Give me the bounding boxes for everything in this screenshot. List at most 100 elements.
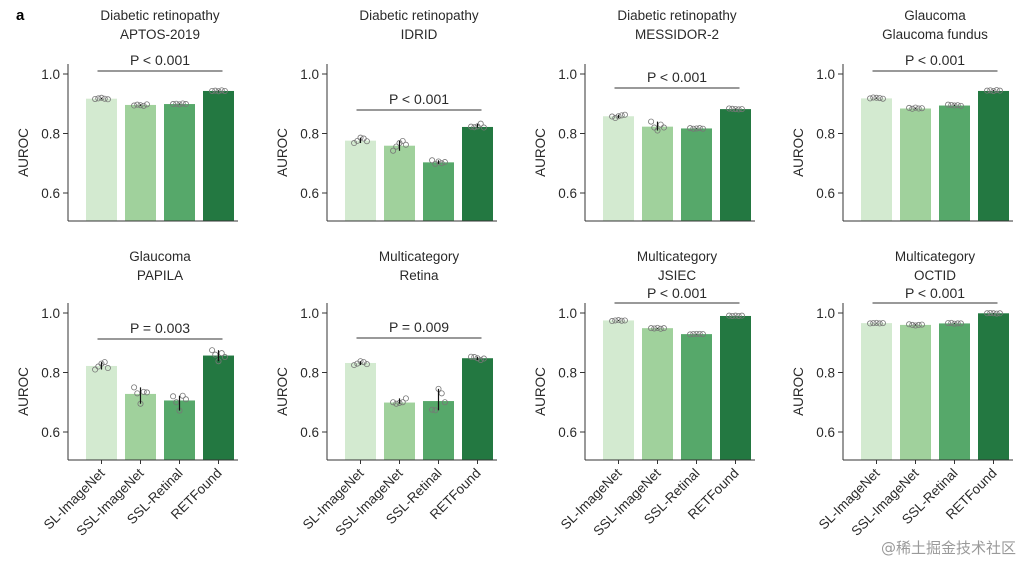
y-tick-label: 0.8 (300, 366, 319, 381)
bar-ssl-imagenet (384, 402, 415, 460)
y-axis-label: AUROC (275, 367, 290, 416)
y-tick-label: 0.8 (41, 127, 60, 142)
data-point (732, 106, 739, 113)
data-point (480, 124, 487, 131)
data-point (738, 312, 745, 319)
x-tick-label: SSL-ImageNet (73, 465, 146, 538)
y-tick-label: 0.6 (558, 186, 577, 201)
data-point (726, 105, 733, 112)
data-point (738, 106, 745, 113)
data-point (363, 361, 370, 368)
data-point (104, 365, 111, 372)
bar-ssl-retinal (681, 128, 712, 221)
data-point (609, 318, 616, 325)
data-point (945, 101, 952, 108)
data-point (621, 111, 628, 118)
y-tick-label: 0.8 (816, 366, 835, 381)
data-point (402, 141, 409, 148)
data-point (92, 366, 99, 373)
y-tick-label: 1.0 (300, 67, 319, 82)
data-point (873, 319, 880, 326)
data-point (912, 322, 919, 329)
data-point (951, 320, 958, 327)
data-point (906, 321, 913, 328)
y-tick-label: 1.0 (558, 306, 577, 321)
data-point (429, 157, 436, 164)
y-tick-label: 0.6 (41, 186, 60, 201)
data-point (360, 135, 367, 142)
panel-label: a (16, 7, 25, 24)
bar-retfound (203, 90, 234, 222)
data-point (954, 102, 961, 109)
data-point (984, 310, 991, 317)
y-tick-label: 1.0 (816, 306, 835, 321)
data-point (221, 87, 228, 94)
data-point (687, 125, 694, 132)
chart-title-line: Multicategory (637, 249, 718, 264)
data-point (996, 87, 1003, 94)
bar-sl-imagenet (861, 323, 892, 460)
bar-ssl-imagenet (642, 126, 673, 221)
data-point (696, 125, 703, 132)
y-tick-label: 0.8 (558, 127, 577, 142)
data-point (98, 94, 105, 101)
data-point (131, 384, 138, 391)
x-tick-label: SSL-ImageNet (332, 465, 405, 538)
bar-sl-imagenet (86, 365, 117, 460)
data-point (660, 124, 667, 131)
data-point (915, 321, 922, 328)
data-point (993, 310, 1000, 317)
watermark: @稀土掘金技术社区 (880, 539, 1016, 557)
data-point (945, 320, 952, 327)
data-point (957, 102, 964, 109)
data-point (915, 105, 922, 112)
bar-ssl-retinal (681, 334, 712, 460)
bar-ssl-imagenet (900, 324, 931, 460)
data-point (954, 320, 961, 327)
data-point (918, 321, 925, 328)
data-point (137, 102, 144, 109)
data-point (441, 399, 448, 406)
data-point (918, 105, 925, 112)
data-point (131, 102, 138, 109)
bar-sl-imagenet (345, 362, 376, 460)
bar-retfound (720, 315, 751, 460)
bar-ssl-imagenet (642, 328, 673, 460)
data-point (867, 320, 874, 327)
bar-ssl-imagenet (125, 104, 156, 221)
data-point (990, 310, 997, 317)
data-point (906, 104, 913, 111)
chart-title-line: PAPILA (137, 268, 183, 283)
data-point (957, 320, 964, 327)
data-point (143, 389, 150, 396)
chart-title-line: Diabetic retinopathy (359, 8, 479, 23)
data-point (879, 320, 886, 327)
y-tick-label: 0.8 (300, 127, 319, 142)
data-point (735, 312, 742, 319)
bar-ssl-retinal (939, 323, 970, 460)
data-point (984, 87, 991, 94)
data-point (996, 310, 1003, 317)
data-point (876, 320, 883, 327)
chart-title-line: Glaucoma (129, 249, 191, 264)
data-point (176, 101, 183, 108)
bar-retfound (720, 109, 751, 221)
bar-retfound (978, 90, 1009, 222)
data-point (429, 406, 436, 413)
data-point (912, 104, 919, 111)
bar-ssl-imagenet (125, 393, 156, 460)
data-point (696, 330, 703, 337)
chart-title-line: Diabetic retinopathy (617, 8, 737, 23)
data-point (990, 87, 997, 94)
data-point (615, 317, 622, 324)
p-value-label: P = 0.003 (130, 320, 190, 336)
data-point (438, 390, 445, 397)
data-point (221, 354, 228, 361)
y-tick-label: 0.8 (816, 127, 835, 142)
data-point (735, 106, 742, 113)
bar-sl-imagenet (345, 140, 376, 221)
p-value-label: P < 0.001 (130, 52, 190, 68)
data-point (170, 101, 177, 108)
y-tick-label: 0.8 (41, 366, 60, 381)
bar-retfound (978, 313, 1009, 460)
